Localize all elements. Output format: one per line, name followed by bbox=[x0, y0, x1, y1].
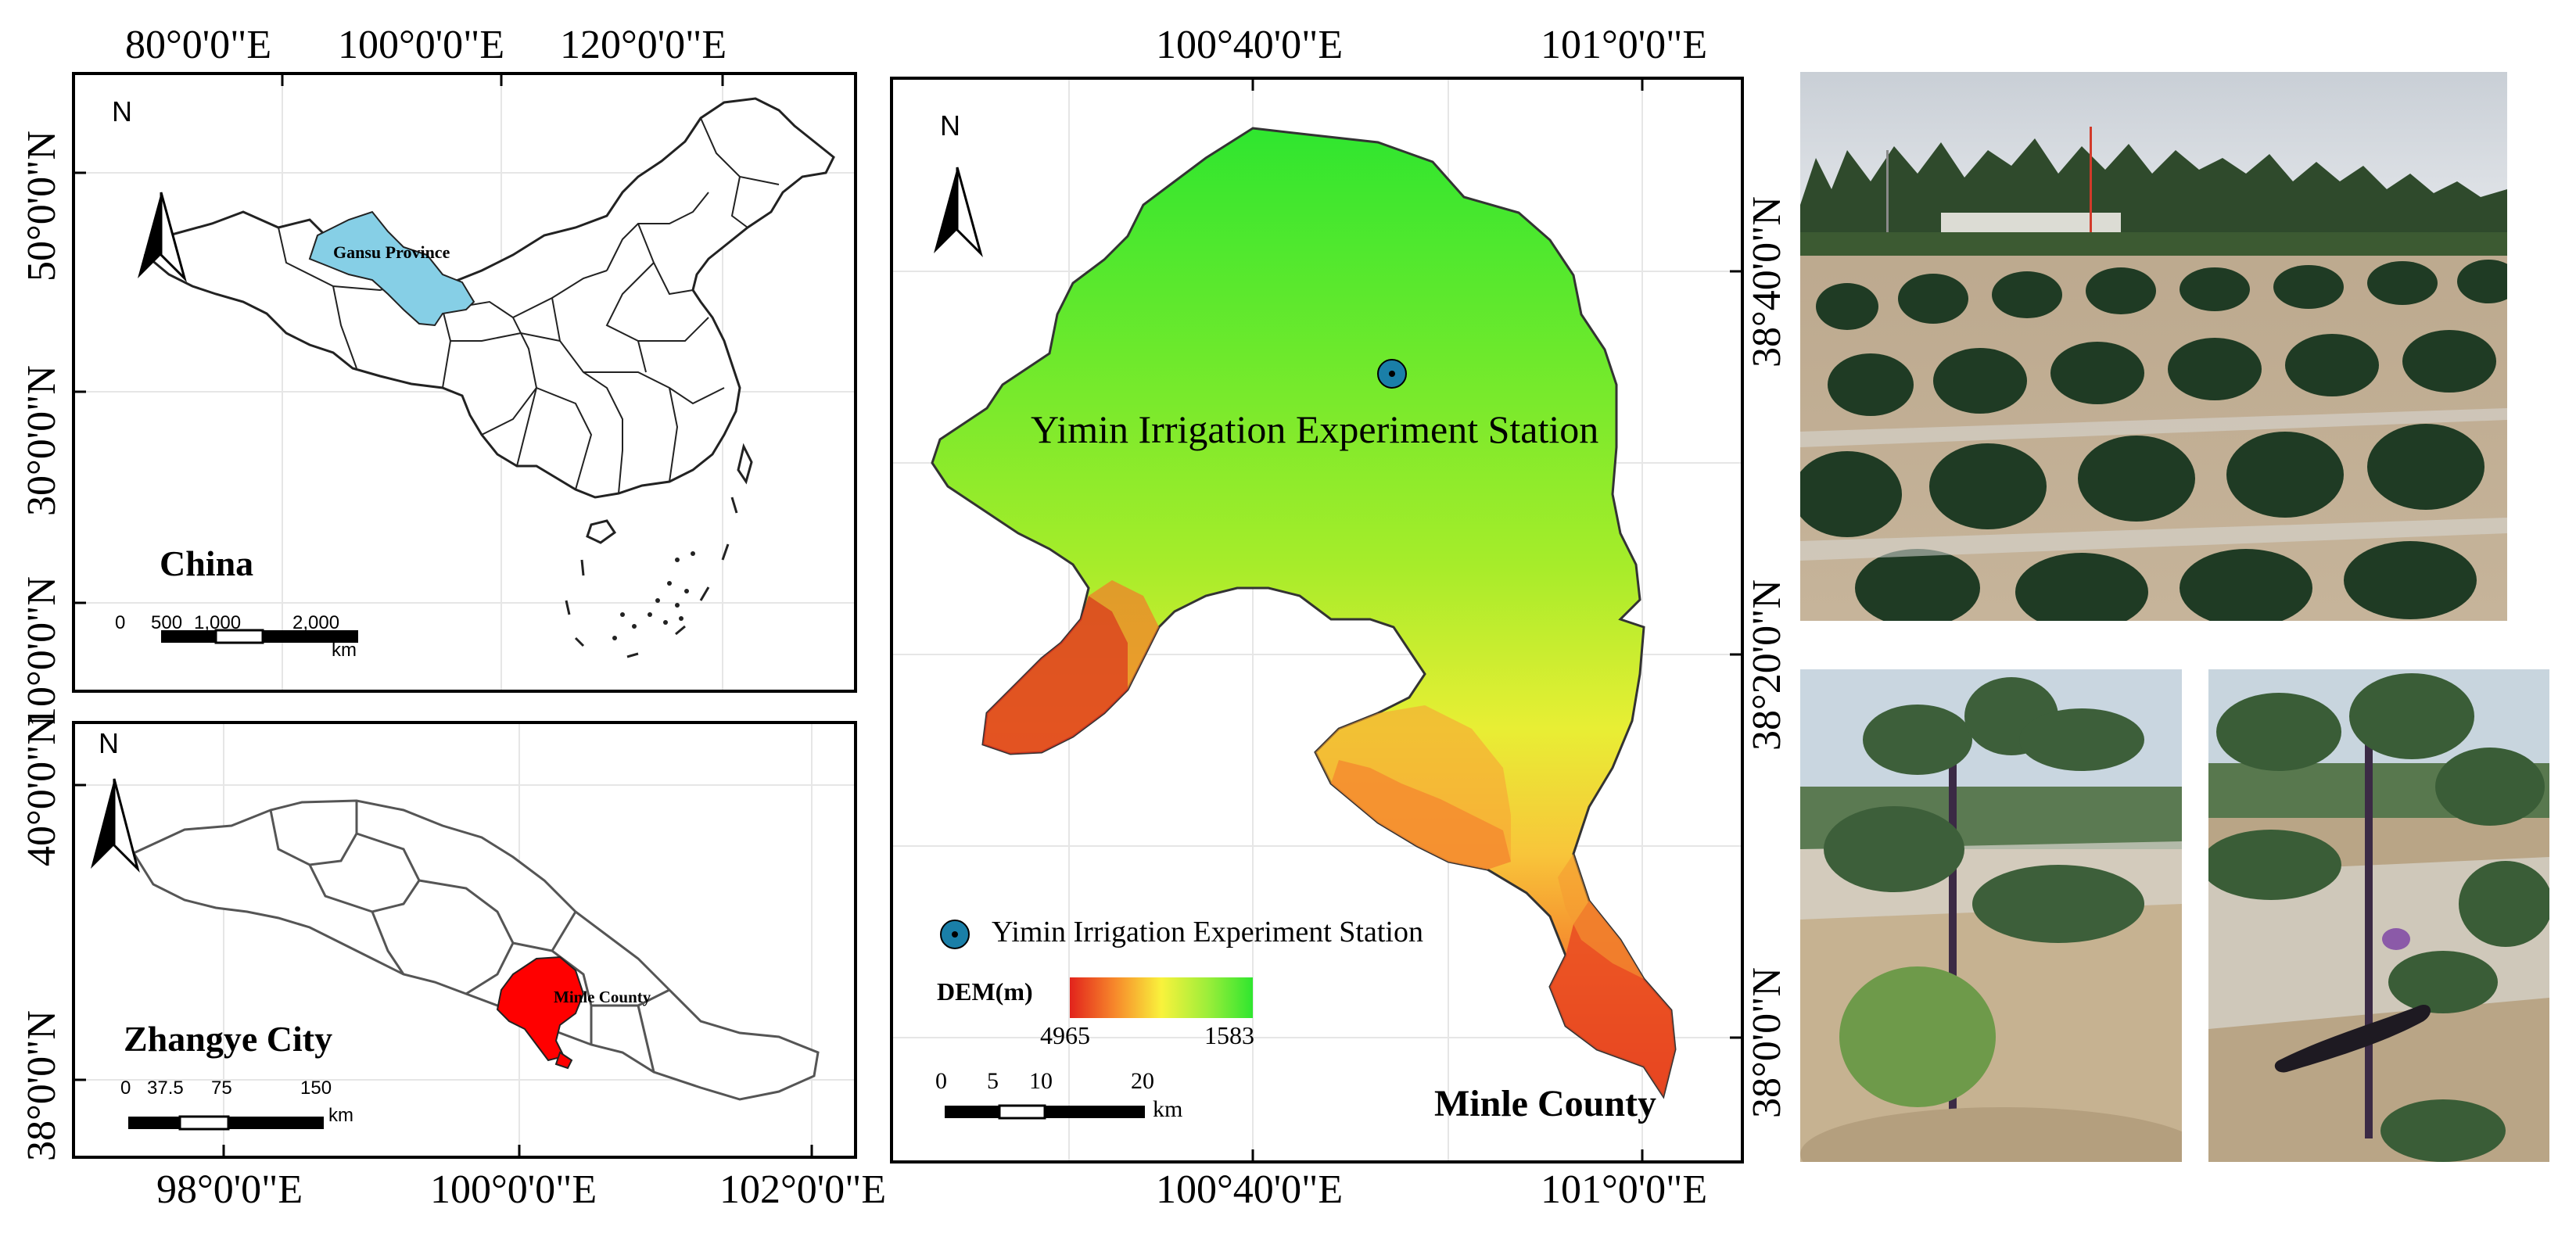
minle-bottom-lon-label-1: 100°40'0"E bbox=[1156, 1167, 1344, 1212]
china-scale-label-500: 500 bbox=[151, 612, 183, 633]
china-map-name: China bbox=[160, 543, 254, 583]
minle-top-lon-label-2: 101°0'0"E bbox=[1541, 23, 1708, 67]
dem-high-southwest bbox=[983, 596, 1128, 754]
zhangye-bottom-lon-label-2: 100°0'0"E bbox=[430, 1167, 597, 1212]
minle-lat-label-1: 38°40'0"N bbox=[1745, 196, 1789, 368]
dem-legend-title: DEM(m) bbox=[937, 977, 1033, 1006]
zhangye-scale-label-75: 75 bbox=[211, 1077, 232, 1099]
dem-legend-high: 4965 bbox=[1040, 1021, 1090, 1049]
minle-north-arrow bbox=[934, 167, 983, 258]
zhangye-lat-label-2: 38°0'0"N bbox=[20, 1010, 64, 1161]
zhangye-scale-label-150: 150 bbox=[300, 1077, 332, 1099]
minle-scale-label-20: 20 bbox=[1131, 1068, 1154, 1094]
china-scale-bar bbox=[161, 629, 358, 644]
eggplant-fruit-photo bbox=[2208, 669, 2549, 1162]
minle-scale-unit: km bbox=[1153, 1096, 1183, 1122]
south-china-sea-islands bbox=[612, 551, 695, 640]
nine-dash-line bbox=[565, 497, 738, 658]
china-scale-unit: km bbox=[332, 640, 357, 661]
minle-bottom-lon-label-2: 101°0'0"E bbox=[1541, 1167, 1708, 1212]
zhangye-scale-label-37: 37.5 bbox=[147, 1077, 184, 1099]
zhangye-north-letter: N bbox=[99, 727, 119, 759]
china-north-letter: N bbox=[112, 95, 132, 127]
minle-north-letter: N bbox=[940, 109, 960, 142]
taiwan-island bbox=[737, 443, 753, 485]
zhangye-bottom-lon-label-1: 98°0'0"E bbox=[156, 1167, 303, 1212]
gansu-province bbox=[308, 210, 475, 327]
china-scale-label-1000: 1,000 bbox=[194, 612, 242, 633]
minle-top-lon-label-1: 100°40'0"E bbox=[1156, 23, 1344, 67]
minle-lat-label-2: 38°20'0"N bbox=[1745, 579, 1789, 751]
china-scale-label-2000: 2,000 bbox=[292, 612, 340, 633]
minle-scale-label-5: 5 bbox=[987, 1068, 999, 1094]
field-photo bbox=[1800, 72, 2507, 621]
zhangye-bottom-lon-label-3: 102°0'0"E bbox=[719, 1167, 887, 1212]
zhangye-map-svg bbox=[75, 724, 854, 1156]
china-north-arrow bbox=[138, 192, 187, 283]
china-scale-label-0: 0 bbox=[115, 612, 126, 633]
china-top-lon-label-2: 100°0'0"E bbox=[338, 23, 505, 67]
china-lat-label-3: 10°0'0"N bbox=[20, 576, 64, 727]
station-marker bbox=[1377, 359, 1407, 389]
minle-map-frame bbox=[890, 77, 1744, 1163]
minle-map-svg bbox=[893, 80, 1741, 1160]
zhangye-scale-unit: km bbox=[328, 1105, 353, 1126]
seedling-photo bbox=[1800, 669, 2182, 1162]
china-map-svg bbox=[75, 75, 854, 690]
china-top-lon-label-3: 120°0'0"E bbox=[560, 23, 727, 67]
china-top-lon-label-1: 80°0'0"E bbox=[125, 23, 272, 67]
zhangye-county-lines bbox=[269, 801, 670, 1073]
minle-scale-label-10: 10 bbox=[1029, 1068, 1053, 1094]
china-lat-label-1: 50°0'0"N bbox=[20, 131, 64, 281]
legend-station-symbol bbox=[940, 920, 970, 949]
china-lat-label-2: 30°0'0"N bbox=[20, 365, 64, 516]
dem-high-southeast bbox=[1550, 901, 1675, 1096]
legend-station-label: Yimin Irrigation Experiment Station bbox=[992, 916, 1423, 948]
zhangye-outline bbox=[131, 799, 820, 1101]
minle-lat-label-3: 38°0'0"N bbox=[1745, 967, 1789, 1118]
minle-dem-region bbox=[931, 127, 1677, 1099]
zhangye-map-name: Zhangye City bbox=[124, 1019, 333, 1059]
hainan-island bbox=[586, 519, 617, 544]
minle-scale-bar bbox=[945, 1104, 1145, 1120]
zhangye-north-arrow bbox=[91, 778, 140, 873]
zhangye-scale-label-0: 0 bbox=[120, 1077, 131, 1099]
zhangye-map-frame bbox=[72, 721, 857, 1159]
minle-county-red bbox=[496, 956, 585, 1062]
china-outline bbox=[143, 97, 835, 499]
china-map-frame bbox=[72, 72, 857, 693]
gansu-province-label: Gansu Province bbox=[333, 242, 450, 262]
zhangye-lat-label-1: 40°0'0"N bbox=[20, 715, 64, 866]
minle-county-label-small: Minle County bbox=[554, 988, 651, 1006]
minle-map-name: Minle County bbox=[1434, 1083, 1657, 1124]
dem-legend-bar bbox=[1070, 977, 1253, 1018]
station-label: Yimin Irrigation Experiment Station bbox=[1031, 407, 1599, 451]
dem-legend-low: 1583 bbox=[1204, 1021, 1254, 1049]
zhangye-scale-bar bbox=[128, 1115, 324, 1131]
minle-scale-label-0: 0 bbox=[935, 1068, 947, 1094]
